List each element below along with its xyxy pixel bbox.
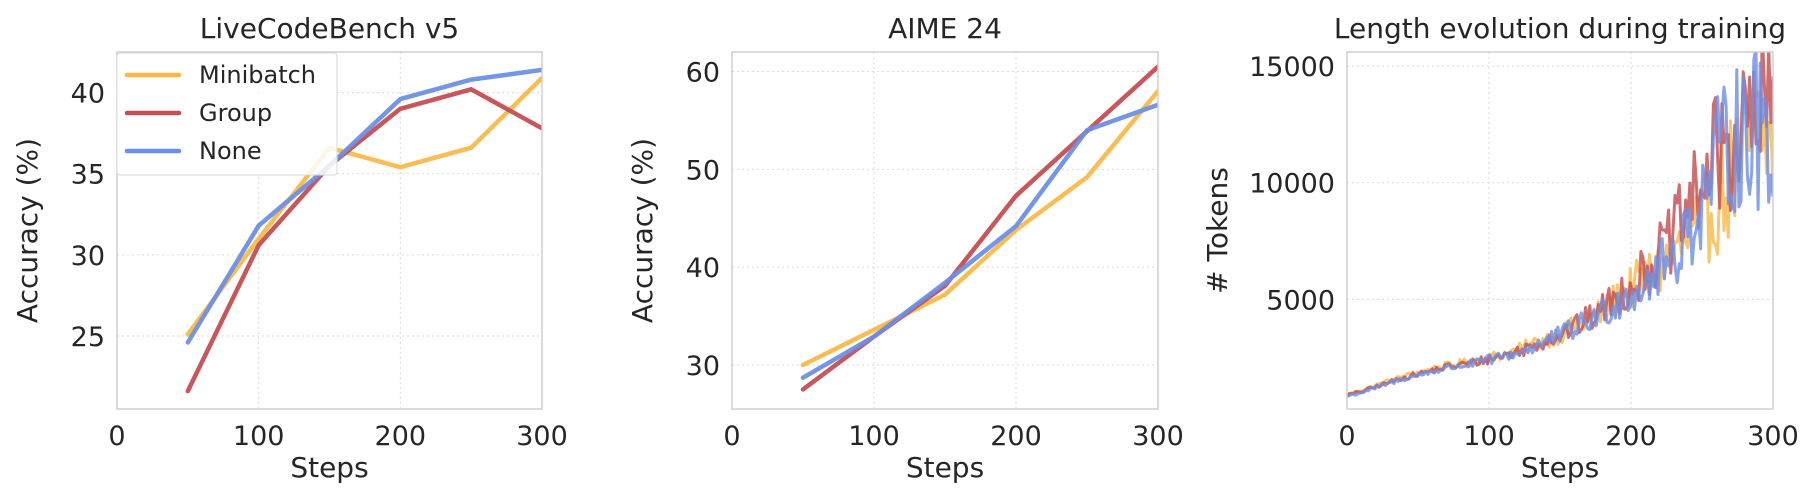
x-tick-label: 100 [1463, 421, 1515, 452]
x-tick-label: 200 [1605, 421, 1657, 452]
series-group [185, 67, 542, 394]
x-tick-label: 300 [1747, 421, 1799, 452]
legend-label-none: None [199, 137, 262, 165]
x-tick-label: 0 [108, 421, 125, 452]
y-axis-label: Accuracy (%) [626, 138, 659, 323]
y-tick-label: 10000 [1249, 169, 1335, 200]
x-tick-label: 100 [233, 421, 285, 452]
series-line-group [185, 87, 542, 394]
series-line-minibatch [185, 75, 542, 337]
series-group [800, 64, 1158, 392]
legend-label-minibatch: Minibatch [199, 61, 316, 89]
y-axis-label: # Tokens [1201, 167, 1234, 294]
chart-panel-3: 0 100 200 300 5000 10000 15000 Length evolution… [1201, 12, 1799, 484]
y-tick-label: 40 [686, 253, 720, 284]
x-axis-label: Steps [290, 451, 368, 484]
series-line-none [1347, 52, 1773, 398]
y-tick-label: 30 [686, 351, 720, 382]
series-line-minibatch [1347, 90, 1773, 397]
series-group [1347, 52, 1773, 398]
chart-panel-1: 0 100 200 300 25 30 35 40 LiveCodeBench v5 Steps A… [11, 12, 568, 484]
chart-panel-2: 0 100 200 300 30 40 50 60 AIME 24 Steps Accuracy (… [626, 12, 1184, 484]
plot-frame [1346, 51, 1774, 410]
y-tick-label: 25 [71, 322, 105, 353]
x-tick-label: 100 [848, 421, 900, 452]
chart-title: AIME 24 [888, 12, 1002, 45]
plot-frame [116, 51, 543, 410]
x-tick-label: 0 [723, 421, 740, 452]
y-tick-label: 40 [71, 79, 105, 110]
x-tick-label: 0 [1338, 421, 1355, 452]
series-line-minibatch [800, 88, 1158, 368]
y-tick-label: 60 [686, 58, 720, 89]
y-tick-label: 30 [71, 241, 105, 272]
y-tick-label: 50 [686, 155, 720, 186]
y-tick-label: 35 [71, 160, 105, 191]
x-tick-label: 300 [516, 421, 568, 452]
legend-label-group: Group [199, 99, 272, 127]
x-tick-label: 200 [990, 421, 1042, 452]
y-tick-label: 5000 [1266, 285, 1335, 316]
x-axis-label: Steps [906, 451, 984, 484]
x-tick-label: 200 [375, 421, 427, 452]
chart-title: LiveCodeBench v5 [200, 12, 459, 45]
series-line-none [800, 102, 1158, 380]
legend: Minibatch Group None [116, 52, 338, 176]
y-tick-label: 15000 [1249, 52, 1335, 83]
plot-frame [731, 51, 1159, 410]
x-tick-label: 300 [1132, 421, 1184, 452]
y-axis-label: Accuracy (%) [11, 138, 44, 323]
chart-title: Length evolution during training [1334, 12, 1786, 45]
x-axis-label: Steps [1521, 451, 1599, 484]
legend-box [116, 52, 338, 176]
series-line-none [185, 67, 542, 345]
